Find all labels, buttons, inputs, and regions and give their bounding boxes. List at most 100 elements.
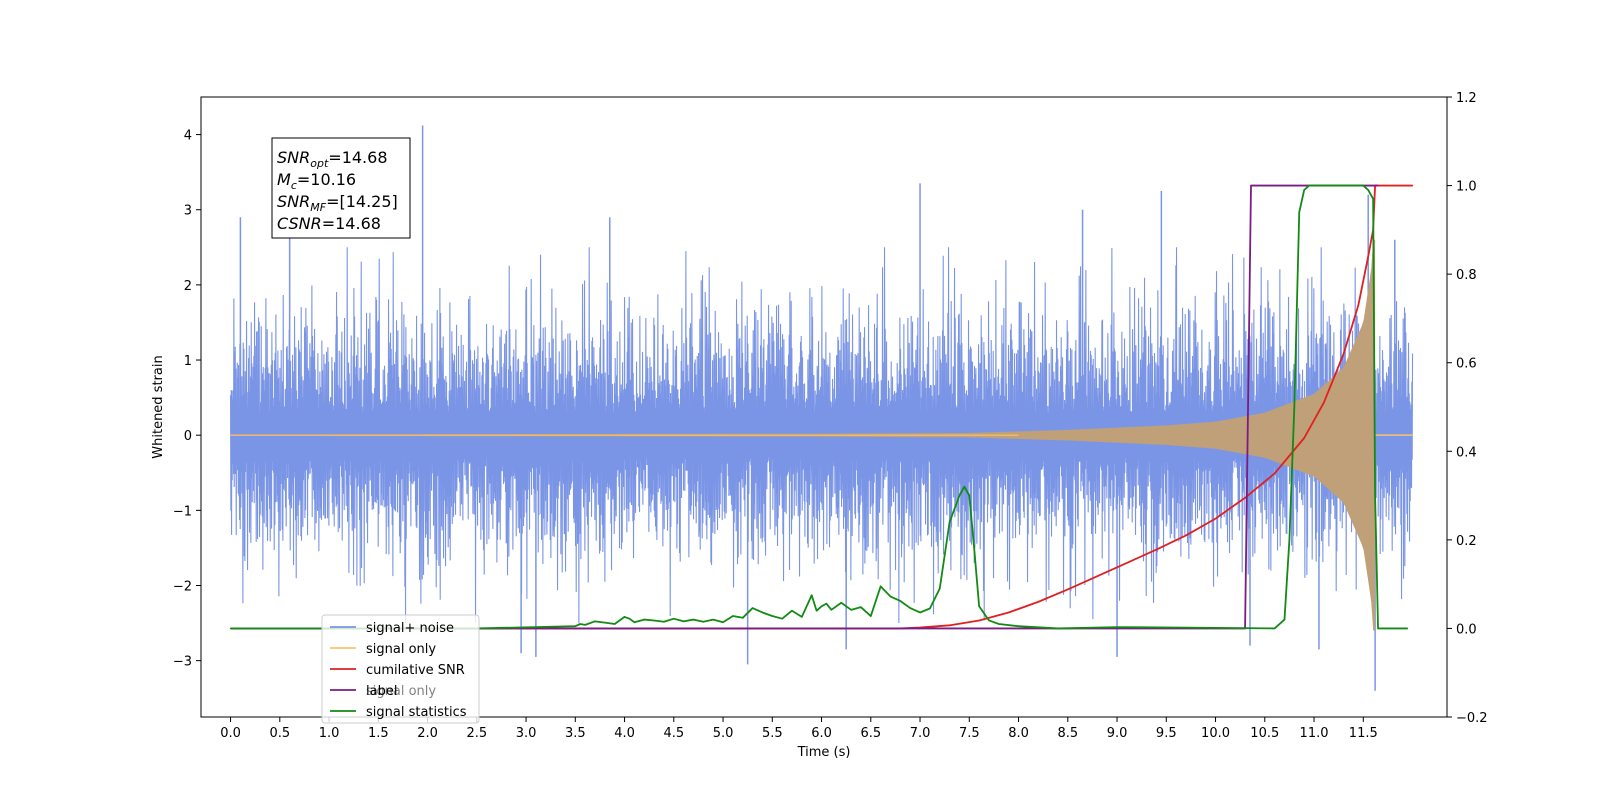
series-signal-statistics-point xyxy=(1274,627,1276,630)
series-cumulative-snr-point xyxy=(1367,255,1369,258)
series-signal-statistics-point xyxy=(963,486,965,488)
series-signal-statistics-point xyxy=(1374,494,1376,497)
legend-item: label xyxy=(330,684,397,699)
legend: signal only signal+ noise signal only cumi… xyxy=(321,614,480,724)
series-cumulative-snr-point xyxy=(1274,472,1276,475)
series-cumulative-snr-point xyxy=(1185,534,1187,537)
series-signal-statistics-point xyxy=(751,607,754,609)
series-signal-statistics-point xyxy=(594,620,596,622)
annotation-value: =[14.25] xyxy=(326,192,398,211)
y2-tick-label: 1.2 xyxy=(1456,91,1477,106)
x-tick-label: 8.5 xyxy=(1057,726,1078,741)
series-signal-statistics-point xyxy=(673,618,675,620)
annotation-symbol: SNR xyxy=(277,192,310,211)
x-tick-label: 1.5 xyxy=(368,726,389,741)
y-tick-label: 4 xyxy=(184,129,192,144)
series-signal-statistics-point xyxy=(628,618,631,620)
series-signal-statistics-point xyxy=(1293,406,1295,408)
series-signal-only xyxy=(230,239,1413,631)
series-signal-statistics-point xyxy=(1283,618,1286,621)
series-cumulative-snr-point xyxy=(1323,401,1325,404)
y2-tick-label: 0.2 xyxy=(1456,534,1477,549)
y-tick-label: 1 xyxy=(184,354,192,369)
annotation-line: Mc=10.16 xyxy=(277,170,356,192)
x-tick-label: 11.5 xyxy=(1349,726,1378,741)
series-signal-statistics-point xyxy=(1372,198,1374,200)
legend-label: signal statistics xyxy=(366,705,467,720)
x-tick-label: 1.0 xyxy=(319,726,340,741)
series-signal-statistics-point xyxy=(830,609,832,611)
x-tick-label: 9.5 xyxy=(1156,726,1177,741)
y-tick-label: 3 xyxy=(184,204,192,219)
series-signal-statistics-point xyxy=(791,610,793,612)
series-signal-statistics-point xyxy=(880,585,882,587)
legend-item: signal statistics xyxy=(330,705,467,720)
series-signal-statistics-point xyxy=(988,619,990,622)
series-signal-statistics xyxy=(229,184,1409,630)
series-signal-statistics-point xyxy=(1303,189,1305,191)
x-tick-label: 5.0 xyxy=(713,726,734,741)
x-tick-label: 3.0 xyxy=(516,726,537,741)
legend-label: label xyxy=(366,684,397,699)
legend-item: signal+ noise xyxy=(330,621,454,636)
series-signal-statistics-point xyxy=(816,610,818,612)
x-tick-label: 10.5 xyxy=(1250,726,1279,741)
series-signal-statistics-point xyxy=(889,595,892,598)
y2-tick-label: 0.0 xyxy=(1456,622,1477,637)
series-cumulative-snr-point xyxy=(1357,304,1359,306)
series-signal-statistics-point xyxy=(574,625,576,627)
series-signal-statistics-point xyxy=(909,607,911,609)
series-signal-statistics-point xyxy=(860,606,862,608)
series-signal-statistics-point xyxy=(584,624,586,626)
annotation-value: =14.68 xyxy=(322,214,381,233)
legend-item: signal only xyxy=(330,642,436,657)
annotation-line: CSNR=14.68 xyxy=(277,214,381,233)
series-signal-statistics-point xyxy=(1407,627,1409,630)
series-signal-statistics-point xyxy=(604,622,606,624)
legend-frame xyxy=(321,614,480,724)
series-signal-statistics-point xyxy=(722,621,724,623)
series-signal-statistics-point xyxy=(692,618,695,621)
series-cumulative-snr-point xyxy=(1303,437,1305,439)
series-cumulative-snr-point xyxy=(1342,353,1345,355)
series-label-point xyxy=(1377,184,1379,187)
annotation-box: SNRopt=14.68Mc=10.16SNRMF=[14.25]CSNR=14… xyxy=(271,137,411,239)
series-signal-statistics-point xyxy=(899,600,901,602)
series-signal-statistics-point xyxy=(683,620,685,622)
series-cumulative-snr-point xyxy=(1214,518,1217,520)
series-signal-statistics-point xyxy=(579,623,581,625)
series-signal-statistics-point xyxy=(1116,626,1118,628)
x-tick-label: 2.0 xyxy=(417,726,438,741)
series-signal-statistics-point xyxy=(958,494,961,497)
y2-tick-label: 0.8 xyxy=(1456,268,1477,283)
series-signal-statistics-point xyxy=(633,621,635,623)
series-line-signal-noise xyxy=(230,247,1414,624)
series-signal-statistics-point xyxy=(919,611,921,614)
x-tick-label: 3.5 xyxy=(565,726,586,741)
series-cumulative-snr-point xyxy=(1126,562,1128,564)
x-tick-label: 6.0 xyxy=(811,726,832,741)
y-axis-label: Whitened strain xyxy=(151,355,166,458)
x-tick-label: 0.5 xyxy=(269,726,290,741)
series-cumulative-snr-point xyxy=(948,624,951,626)
series-cumulative-snr-point xyxy=(1037,601,1039,603)
series-signal-statistics-point xyxy=(1362,184,1364,187)
series-signal-statistics-point xyxy=(968,494,970,497)
x-tick-label: 6.5 xyxy=(860,726,881,741)
annotation-symbol: M xyxy=(277,170,291,189)
x-tick-label: 4.0 xyxy=(614,726,635,741)
x-tick-label: 8.0 xyxy=(1008,726,1029,741)
annotation-value: =10.16 xyxy=(297,170,356,189)
x-tick-label: 4.5 xyxy=(663,726,684,741)
series-signal-statistics-point xyxy=(1367,189,1369,191)
series-signal-statistics-point xyxy=(702,621,704,623)
x-axis-label: Time (s) xyxy=(797,745,851,760)
x-tick-label: 5.5 xyxy=(762,726,783,741)
series-signal-statistics-point xyxy=(742,617,744,619)
series-signal-statistics-point xyxy=(939,587,941,590)
x-tick-label: 11.0 xyxy=(1300,726,1329,741)
legend-item: cumilative SNR xyxy=(330,663,465,678)
series-signal-statistics-point xyxy=(1308,184,1310,187)
series-cumulative-snr-point xyxy=(1096,575,1098,577)
